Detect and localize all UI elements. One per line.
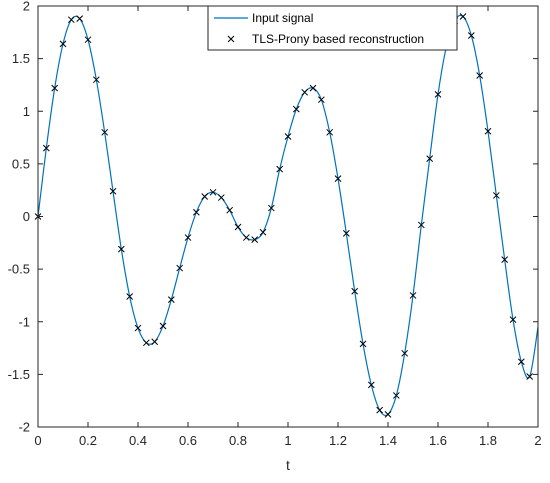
legend-box xyxy=(207,5,458,51)
data-point-reconstruction xyxy=(501,256,509,264)
data-point-reconstruction xyxy=(276,165,284,173)
data-point-reconstruction xyxy=(92,76,100,84)
data-point-reconstruction xyxy=(167,296,175,304)
legend-x-marker-swatch xyxy=(227,35,235,43)
data-point-reconstruction xyxy=(84,36,92,44)
data-point-reconstruction xyxy=(434,91,442,98)
data-point-reconstruction xyxy=(467,32,475,39)
data-point-reconstruction xyxy=(134,324,142,332)
data-point-reconstruction xyxy=(109,187,117,195)
data-point-reconstruction xyxy=(317,96,325,104)
y-tick-label: 0.5 xyxy=(12,156,30,171)
y-tick-label: -2 xyxy=(18,420,30,435)
y-tick-label: 0 xyxy=(23,209,30,224)
data-point-reconstruction xyxy=(176,264,184,272)
x-tick-label: 1.2 xyxy=(329,433,347,448)
x-tick-label: 1.6 xyxy=(429,433,447,448)
legend-x-marker xyxy=(227,35,235,43)
plot-area xyxy=(38,6,538,427)
x-axis: 0 0.2 0.4 0.6 0.8 1 1.2 1.4 1.6 1.8 2 xyxy=(34,6,542,448)
x-tick-label: 1.8 xyxy=(479,433,497,448)
data-point-reconstruction xyxy=(409,292,417,299)
legend-label-input-signal: Input signal xyxy=(252,11,313,25)
data-point-reconstruction xyxy=(459,13,467,20)
data-point-reconstruction xyxy=(42,144,50,152)
data-point-reconstruction xyxy=(76,15,84,22)
data-point-reconstruction xyxy=(359,340,367,348)
data-point-reconstruction xyxy=(384,411,392,418)
data-point-reconstruction xyxy=(67,16,75,24)
data-point-reconstruction xyxy=(292,105,300,113)
data-point-reconstruction xyxy=(51,84,59,92)
data-point-reconstruction xyxy=(351,287,359,295)
data-point-reconstruction xyxy=(184,234,192,241)
data-point-reconstruction xyxy=(126,293,134,300)
x-tick-label: 2 xyxy=(534,433,541,448)
data-point-reconstruction xyxy=(426,155,434,162)
data-point-reconstruction xyxy=(334,175,342,182)
legend-label-reconstruction: TLS-Prony based reconstruction xyxy=(252,32,424,46)
data-point-reconstruction xyxy=(309,84,317,92)
data-point-reconstruction xyxy=(192,208,200,216)
data-point-reconstruction xyxy=(226,206,234,214)
legend: Input signal TLS-Prony based reconstruct… xyxy=(207,5,458,51)
data-point-reconstruction xyxy=(259,228,267,236)
x-tick-label: 0 xyxy=(34,433,41,448)
data-point-reconstruction xyxy=(492,192,500,199)
y-tick-label: -1 xyxy=(18,314,30,329)
data-point-reconstruction xyxy=(326,128,334,136)
data-point-reconstruction xyxy=(301,88,309,96)
y-tick-label: -0.5 xyxy=(8,262,30,277)
data-point-reconstruction xyxy=(151,338,159,346)
data-point-reconstruction xyxy=(242,234,250,241)
data-point-reconstruction xyxy=(401,349,409,357)
x-tick-label: 1.4 xyxy=(379,433,397,448)
data-point-reconstruction xyxy=(376,406,384,414)
data-point-reconstruction xyxy=(476,72,484,79)
data-point-reconstruction xyxy=(251,236,259,244)
data-point-reconstruction xyxy=(234,223,242,231)
x-tick-label: 1 xyxy=(284,433,291,448)
data-point-reconstruction xyxy=(159,322,167,330)
data-point-reconstruction xyxy=(142,339,150,347)
data-point-reconstruction xyxy=(517,358,525,366)
data-point-reconstruction xyxy=(284,133,292,140)
data-point-reconstruction xyxy=(392,392,400,399)
data-point-reconstruction xyxy=(417,221,425,229)
data-point-reconstruction xyxy=(209,188,217,196)
data-point-reconstruction xyxy=(117,245,125,253)
y-tick-label: 2 xyxy=(23,0,30,14)
data-point-reconstruction xyxy=(367,381,375,389)
data-point-reconstruction xyxy=(217,194,225,201)
y-tick-label: -1.5 xyxy=(8,367,30,382)
data-point-reconstruction xyxy=(59,40,67,48)
x-axis-label: t xyxy=(286,457,290,473)
data-point-reconstruction xyxy=(101,128,109,136)
x-tick-label: 0.6 xyxy=(179,433,197,448)
x-tick-label: 0.2 xyxy=(79,433,97,448)
y-tick-label: 1 xyxy=(23,104,30,119)
x-tick-label: 0.8 xyxy=(229,433,247,448)
data-point-reconstruction xyxy=(342,229,350,237)
y-axis: -2 -1.5 -1 -0.5 0 0.5 1 1.5 2 xyxy=(8,0,538,435)
data-point-reconstruction xyxy=(484,127,492,135)
y-tick-label: 1.5 xyxy=(12,51,30,66)
data-point-reconstruction xyxy=(509,316,517,323)
data-point-reconstruction xyxy=(267,204,275,212)
data-point-reconstruction xyxy=(526,373,534,380)
data-point-reconstruction xyxy=(201,193,209,200)
x-tick-label: 0.4 xyxy=(129,433,147,448)
